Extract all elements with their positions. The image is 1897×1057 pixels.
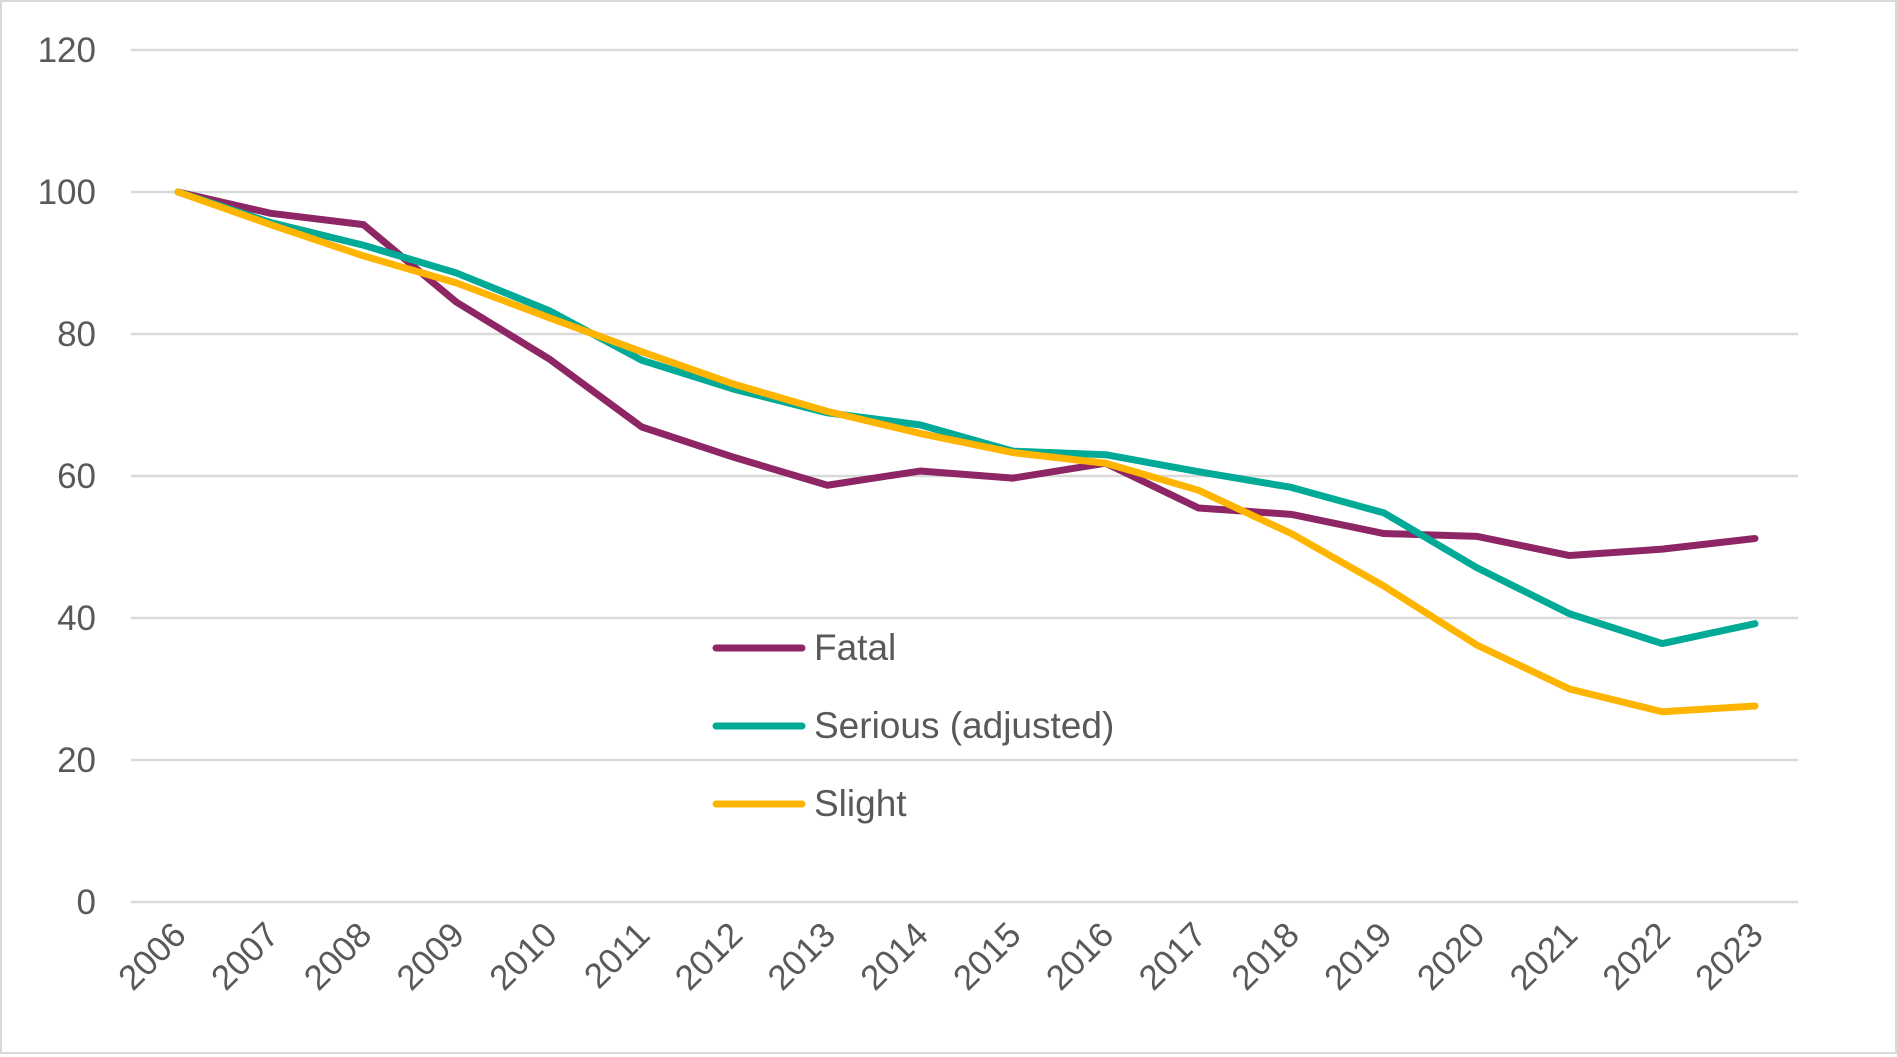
x-tick-label: 2011 — [577, 915, 658, 996]
y-tick-label: 80 — [57, 315, 96, 354]
y-tick-label: 0 — [77, 883, 96, 922]
x-tick-label: 2014 — [853, 915, 936, 998]
legend-item: Fatal — [716, 627, 896, 668]
y-tick-label: 100 — [38, 173, 96, 212]
y-tick-label: 20 — [57, 741, 96, 780]
x-tick-label: 2022 — [1595, 915, 1678, 998]
y-tick-label: 40 — [57, 599, 96, 638]
x-tick-label: 2010 — [482, 915, 565, 998]
x-tick-label: 2009 — [389, 915, 472, 998]
x-tick-label: 2021 — [1502, 915, 1585, 998]
y-tick-label: 60 — [57, 457, 96, 496]
y-tick-label: 120 — [38, 31, 96, 70]
x-tick-label: 2023 — [1688, 915, 1771, 998]
x-tick-label: 2008 — [297, 915, 380, 998]
x-tick-label: 2013 — [760, 915, 843, 998]
x-tick-label: 2012 — [668, 915, 751, 998]
x-tick-label: 2006 — [111, 915, 194, 998]
x-tick-label: 2017 — [1131, 915, 1214, 998]
x-tick-label: 2016 — [1039, 915, 1122, 998]
legend-label: Slight — [814, 783, 907, 824]
x-tick-label: 2020 — [1410, 915, 1493, 998]
x-tick-label: 2007 — [204, 915, 287, 998]
legend-item: Slight — [716, 783, 907, 824]
x-tick-label: 2019 — [1317, 915, 1400, 998]
series-line-serious-adjusted — [178, 192, 1755, 644]
x-tick-label: 2015 — [946, 915, 1029, 998]
legend-item: Serious (adjusted) — [716, 705, 1114, 746]
legend-label: Serious (adjusted) — [814, 705, 1114, 746]
legend-label: Fatal — [814, 627, 896, 668]
x-tick-label: 2018 — [1224, 915, 1307, 998]
series-line-fatal — [178, 192, 1755, 556]
series-line-slight — [178, 192, 1755, 712]
